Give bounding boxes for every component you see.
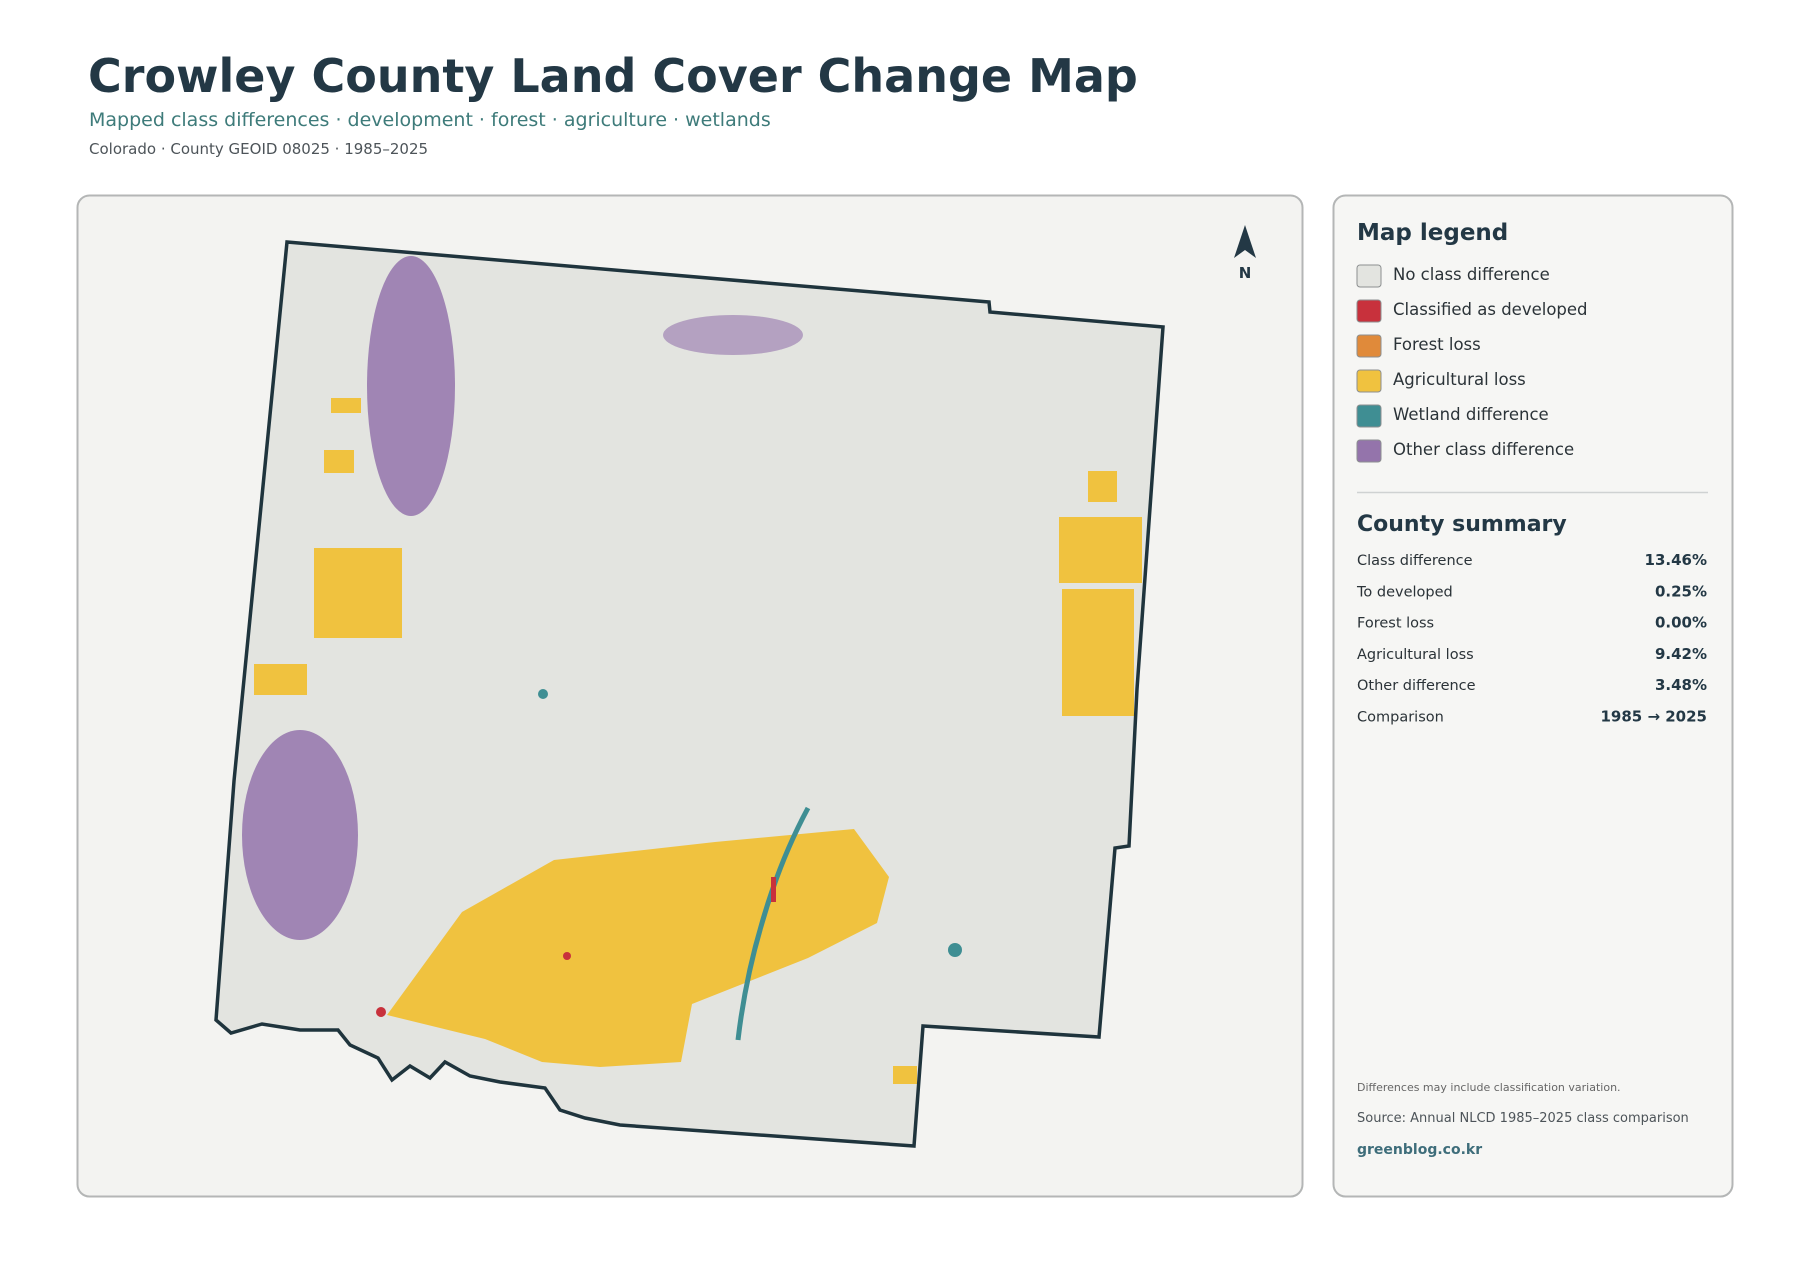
other-diff-area xyxy=(367,256,455,516)
legend-swatch xyxy=(1356,334,1382,358)
legend-swatch xyxy=(1356,299,1382,323)
title: Crowley County Land Cover Change Map xyxy=(88,49,1138,103)
summary-label: Class difference xyxy=(1357,553,1473,569)
legend-swatch xyxy=(1356,369,1382,393)
legend-label: Classified as developed xyxy=(1393,300,1588,319)
north-label: N xyxy=(1239,264,1252,282)
summary-table: Class difference 13.46% To developed 0.25% F… xyxy=(1356,551,1707,726)
summary-label: Other difference xyxy=(1357,678,1476,694)
legend-swatch xyxy=(1356,439,1382,463)
legend-label: Agricultural loss xyxy=(1393,370,1526,389)
agri-loss-area xyxy=(1088,471,1117,502)
legend-swatch xyxy=(1356,264,1382,288)
agri-loss-area xyxy=(893,1066,917,1084)
summary-value: 0.00% xyxy=(1655,614,1707,632)
legend-panel xyxy=(1332,194,1734,1198)
summary-label: Comparison xyxy=(1357,710,1444,726)
summary-value: 3.48% xyxy=(1655,676,1707,694)
agri-loss-area xyxy=(314,548,402,638)
summary-title: County summary xyxy=(1357,512,1567,537)
summary-value: 0.25% xyxy=(1655,582,1707,600)
meta: Colorado · County GEOID 08025 · 1985–202… xyxy=(89,140,428,158)
wetland-diff-area xyxy=(538,689,548,699)
agri-loss-area xyxy=(1059,517,1142,583)
source: Source: Annual NLCD 1985–2025 class comp… xyxy=(1357,1111,1689,1126)
county-area xyxy=(216,242,1163,1146)
other-diff-area xyxy=(242,730,358,940)
county-outline xyxy=(214,240,1165,1148)
summary-value: 13.46% xyxy=(1645,551,1707,569)
agri-loss-area xyxy=(387,829,889,1067)
legend-label: No class difference xyxy=(1393,265,1550,284)
developed-area xyxy=(563,952,571,960)
note: Differences may include classification v… xyxy=(1357,1081,1621,1094)
legend-list: No class difference Classified as develop… xyxy=(1356,264,1588,463)
developed-area xyxy=(376,1007,386,1017)
agri-loss-area xyxy=(324,450,354,473)
legend-swatch xyxy=(1356,404,1382,428)
developed-area xyxy=(771,877,776,902)
wetland-diff-area xyxy=(735,806,811,1041)
summary-value: 9.42% xyxy=(1655,645,1707,663)
summary-label: Forest loss xyxy=(1357,616,1434,632)
legend-title: Map legend xyxy=(1357,220,1508,246)
summary-label: To developed xyxy=(1356,584,1453,600)
agri-loss-area xyxy=(254,664,307,695)
summary-value: 1985 → 2025 xyxy=(1600,708,1707,726)
credit: greenblog.co.kr xyxy=(1357,1142,1482,1158)
subtitle: Mapped class differences · development ·… xyxy=(89,109,771,131)
legend-label: Other class difference xyxy=(1393,440,1574,459)
legend-label: Forest loss xyxy=(1393,335,1481,354)
agri-loss-area xyxy=(331,398,361,413)
north-arrow xyxy=(1234,225,1256,258)
legend-label: Wetland difference xyxy=(1393,405,1549,424)
county-map xyxy=(214,240,1165,1148)
agri-loss-area xyxy=(1062,589,1134,716)
other-diff-area xyxy=(663,315,803,355)
wetland-diff-area xyxy=(948,943,962,957)
summary-label: Agricultural loss xyxy=(1357,647,1474,663)
